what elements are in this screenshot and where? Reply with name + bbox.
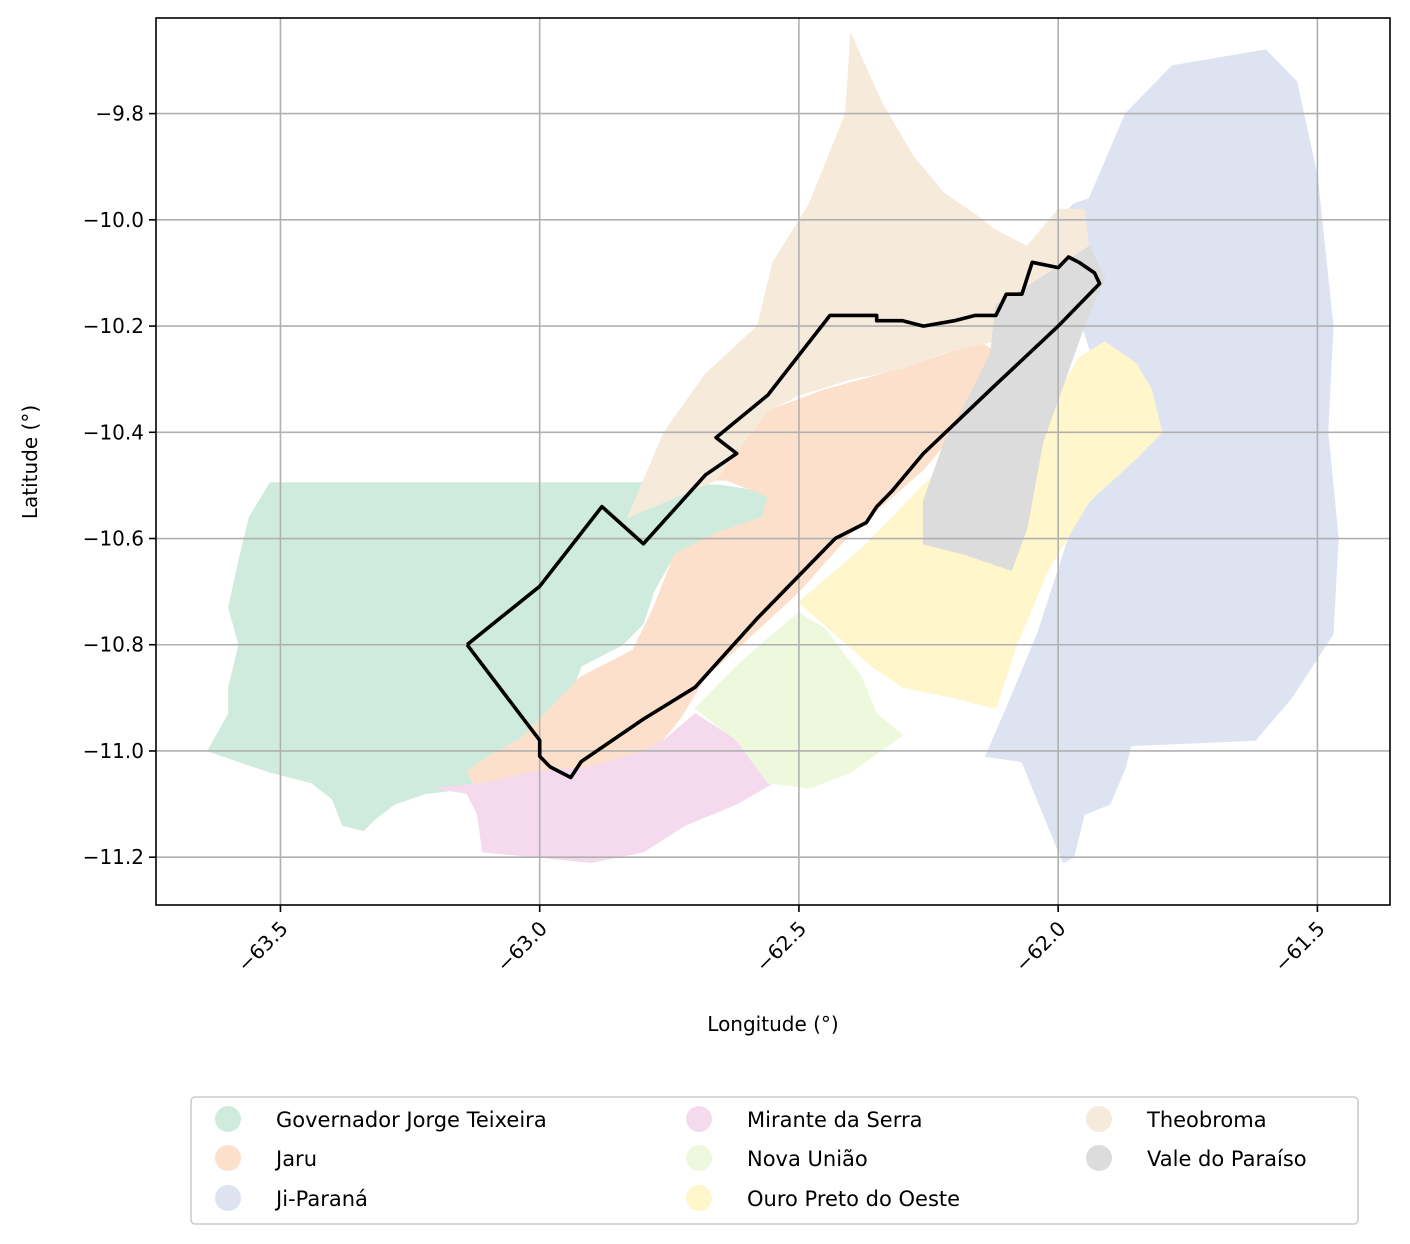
legend-marker — [215, 1145, 241, 1171]
legend-label: Ouro Preto do Oeste — [747, 1187, 960, 1211]
legend-label: Mirante da Serra — [747, 1108, 923, 1132]
legend: Governador Jorge Teixeira Jaru Ji-Paraná Mi… — [190, 1096, 1359, 1225]
legend-marker — [686, 1106, 712, 1132]
y-tick-label: −10.8 — [83, 633, 144, 657]
plot-frame — [155, 17, 1391, 906]
legend-marker — [1086, 1106, 1112, 1132]
legend-label: Theobroma — [1146, 1108, 1267, 1132]
legend-marker — [215, 1106, 241, 1132]
legend-marker — [686, 1145, 712, 1171]
legend-marker — [1086, 1145, 1112, 1171]
legend-item-ouro-preto-do-oeste: Ouro Preto do Oeste — [686, 1185, 960, 1211]
y-tick-label: −11.0 — [83, 739, 144, 763]
y-tick-label: −11.2 — [83, 845, 144, 869]
legend-item-nova-uniao: Nova União — [686, 1145, 868, 1171]
region-vale-do-paraiso — [922, 245, 1106, 572]
y-axis-title: Latitude (°) — [18, 405, 42, 519]
legend-box — [190, 1096, 1359, 1225]
legend-item-mirante-da-serra: Mirante da Serra — [686, 1106, 923, 1132]
legend-label: Governador Jorge Teixeira — [276, 1108, 547, 1132]
legend-label: Ji-Paraná — [274, 1187, 368, 1211]
legend-label: Vale do Paraíso — [1147, 1147, 1307, 1171]
legend-marker — [215, 1185, 241, 1211]
legend-item-vale-do-paraiso: Vale do Paraíso — [1086, 1145, 1307, 1171]
y-tick-label: −10.0 — [83, 208, 144, 232]
legend-item-theobroma: Theobroma — [1086, 1106, 1267, 1132]
y-tick-label: −9.8 — [95, 102, 144, 126]
legend-label: Jaru — [274, 1147, 317, 1171]
legend-label: Nova União — [747, 1147, 868, 1171]
legend-marker — [686, 1185, 712, 1211]
legend-items: Governador Jorge Teixeira Jaru Ji-Paraná Mi… — [215, 1106, 1307, 1211]
y-tick-label: −10.2 — [83, 314, 144, 338]
legend-item-jaru: Jaru — [215, 1145, 317, 1171]
y-tick-label: −10.4 — [83, 420, 144, 444]
grid-layer — [156, 18, 1390, 905]
study-area-outline — [465, 255, 1102, 780]
regions-layer — [207, 33, 1339, 864]
legend-item-governador-jorge-teixeira: Governador Jorge Teixeira — [215, 1106, 547, 1132]
x-axis-title: Longitude (°) — [707, 1012, 838, 1036]
y-tick-label: −10.6 — [83, 527, 144, 551]
legend-item-ji-parana: Ji-Paraná — [215, 1185, 368, 1211]
